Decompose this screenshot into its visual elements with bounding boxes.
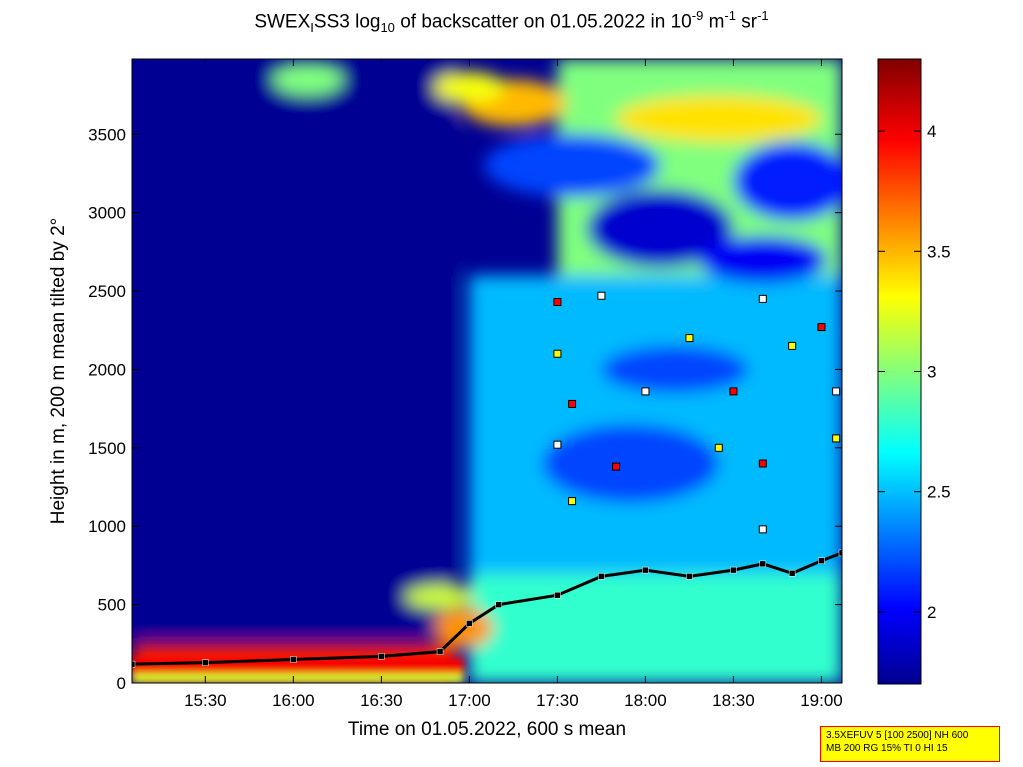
cloud-layer-marker-15	[758, 459, 767, 468]
cloud-layer-marker-16	[758, 525, 767, 534]
colorbar-ticks: 2 2.5 3 3.5 4	[878, 122, 951, 622]
cloud-layer-marker-10	[758, 294, 767, 303]
x-tick-label-4: 17:30	[536, 691, 579, 710]
colorbar	[877, 58, 922, 685]
y-tick-label-5: 2500	[88, 282, 126, 301]
mixing-layer-point-2	[290, 656, 297, 663]
y-tick-label-4: 2000	[88, 360, 126, 379]
colorbar-tick-label-1: 2.5	[927, 483, 951, 502]
heatmap-patch-11	[542, 424, 719, 503]
x-axis: 15:30 16:00 16:30 17:00 17:30 18:00 18:30 19:00	[184, 59, 843, 710]
plot-frame	[131, 58, 843, 684]
heatmap-region-0	[132, 59, 455, 636]
y-tick-label-0: 0	[117, 674, 126, 693]
heatmap-patch-7	[272, 63, 344, 96]
mixing-layer-point-13	[788, 570, 796, 577]
x-tick-label-3: 17:00	[448, 691, 491, 710]
y-axis: 0 500 1000 1500 2000 2500 3000 3500	[88, 125, 842, 693]
heatmap-patch-5	[698, 236, 828, 284]
mixing-layer-point-1	[202, 659, 209, 666]
cloud-layer-marker-8	[685, 334, 694, 343]
cloud-layer-marker-1	[597, 291, 606, 300]
surface-band-low	[132, 673, 464, 683]
cloud-layer-marker-3	[568, 399, 577, 408]
y-tick-label-6: 3000	[88, 204, 126, 223]
mixing-layer-point-12	[759, 560, 767, 568]
x-tick-label-2: 16:30	[360, 691, 403, 710]
mixing-layer-line	[132, 551, 842, 666]
mixing-layer-point-11	[730, 566, 737, 574]
mixing-layer-point-10	[686, 573, 693, 580]
colorbar-tick-label-0: 2	[927, 603, 936, 622]
cloud-layer-marker-0	[553, 298, 562, 307]
heatmap-patch-2	[616, 95, 822, 143]
backscatter-heatmap	[132, 59, 842, 683]
cloud-layer-marker-7	[641, 387, 650, 396]
cloud-layer-marker-4	[553, 440, 562, 449]
info-line-2: MB 200 RG 15% TI 0 HI 15	[826, 743, 948, 754]
heatmap-region-2	[469, 573, 842, 683]
x-tick-label-7: 19:00	[800, 691, 843, 710]
heatmap-patch-8	[404, 585, 476, 609]
y-tick-label-7: 3500	[88, 125, 126, 144]
mixing-layer-point-14	[818, 557, 825, 564]
cloud-layer-marker-17	[832, 434, 841, 443]
x-axis-label: Time on 01.05.2022, 600 s mean	[348, 719, 626, 740]
heatmap-patch-3	[733, 142, 842, 221]
y-tick-label-3: 1500	[88, 439, 126, 458]
colorbar-tick-label-2: 3	[927, 363, 936, 382]
cloud-layer-marker-14	[714, 443, 723, 452]
heatmap-patch-0	[484, 134, 661, 197]
cloud-layer-marker-9	[729, 387, 738, 396]
y-tick-label-1: 500	[98, 596, 126, 615]
mixing-layer-point-0	[132, 660, 136, 668]
layer-markers	[132, 291, 842, 668]
mixing-layer-point-6	[495, 601, 502, 608]
info-line-1: 3.5XEFUV 5 [100 2500] NH 600	[826, 730, 969, 741]
mixing-layer-point-3	[378, 653, 385, 660]
x-tick-label-5: 18:00	[624, 691, 667, 710]
heatmap-patch-6	[434, 71, 505, 103]
heatmap-cells	[132, 59, 842, 683]
x-tick-label-0: 15:30	[184, 691, 227, 710]
mixing-layer-point-15	[838, 549, 842, 557]
chart-title: SWEXISS3 log10 of backscatter on 01.05.2…	[254, 8, 769, 36]
cloud-layer-marker-2	[553, 349, 562, 358]
cloud-layer-marker-11	[788, 341, 797, 350]
heatmap-patch-10	[601, 345, 749, 393]
cloud-layer-marker-12	[817, 323, 826, 332]
x-tick-label-1: 16:00	[272, 691, 315, 710]
mixing-layer-point-9	[642, 566, 649, 574]
colorbar-tick-label-4: 4	[927, 122, 936, 141]
cloud-layer-marker-6	[612, 462, 621, 471]
y-tick-label-2: 1000	[88, 517, 126, 536]
mixing-layer-point-5	[466, 620, 473, 627]
y-axis-label: Height in m, 200 m mean tilted by 2°	[48, 218, 69, 524]
mixing-layer-point-8	[598, 573, 605, 580]
x-tick-label-6: 18:30	[712, 691, 755, 710]
heatmap-region-3	[469, 275, 842, 574]
heatmap-patch-1	[586, 189, 734, 268]
mixing-layer-point-7	[554, 591, 561, 599]
colorbar-tick-label-3: 3.5	[927, 242, 951, 261]
cloud-layer-marker-5	[568, 497, 577, 506]
processing-parameters-box: 3.5XEFUV 5 [100 2500] NH 600 MB 200 RG 1…	[820, 726, 1000, 762]
cloud-layer-marker-13	[832, 387, 841, 396]
mixing-layer-point-4	[436, 648, 444, 655]
